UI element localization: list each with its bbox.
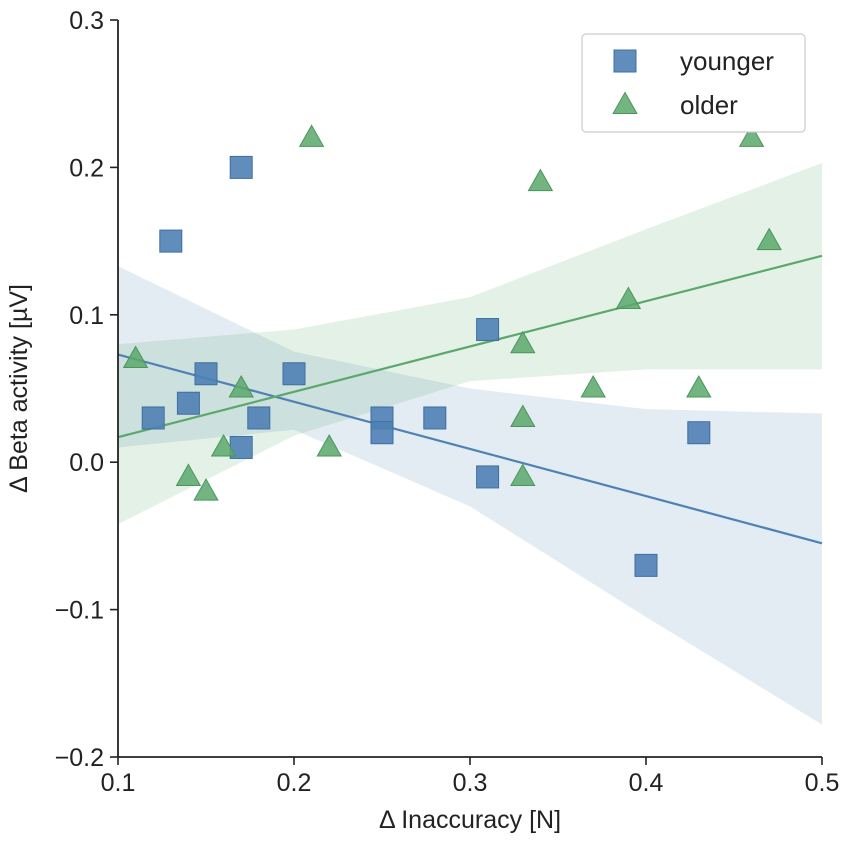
older-point [510, 463, 536, 486]
older-point [316, 433, 342, 457]
older-point [193, 478, 219, 501]
older-point [228, 374, 254, 398]
y-tick-label: −0.1 [55, 597, 104, 625]
younger-point [370, 421, 394, 445]
legend-younger-marker [613, 49, 637, 73]
y-tick-label: 0.2 [69, 154, 104, 182]
older-point [210, 433, 237, 457]
younger-point [194, 362, 218, 386]
legend: younger older [581, 33, 806, 133]
y-ticks: −0.2 −0.1 0.0 0.1 0.2 0.3 [55, 7, 118, 772]
older-point [122, 345, 149, 369]
younger-point [141, 406, 165, 430]
younger-point [159, 229, 183, 253]
older-point [527, 168, 554, 192]
younger-point [476, 318, 500, 342]
younger-point [229, 155, 253, 179]
younger-point [176, 391, 200, 415]
x-tick-label: 0.2 [277, 769, 312, 797]
y-tick-label: −0.2 [55, 744, 104, 772]
older-point [615, 286, 642, 310]
younger-point [247, 406, 271, 430]
legend-item-older: older [612, 90, 738, 120]
younger-point [634, 553, 658, 577]
older-point [686, 374, 712, 398]
younger-point [423, 406, 447, 430]
older-regression-line [117, 254, 823, 439]
legend-older-marker [612, 91, 638, 114]
axes: 0.1 0.2 0.3 0.4 0.5 −0.2 −0.1 0.0 0.1 0.2 0.3 [55, 7, 840, 797]
older-point [510, 404, 536, 427]
younger-point [282, 362, 306, 386]
older-confidence-band [118, 162, 822, 525]
legend-item-younger: younger [613, 46, 774, 76]
x-tick-label: 0.5 [805, 769, 840, 797]
x-ticks: 0.1 0.2 0.3 0.4 0.5 [101, 757, 840, 797]
x-tick-label: 0.3 [453, 769, 488, 797]
older-point [510, 330, 536, 354]
x-axis-label: Δ Inaccuracy [N] [379, 806, 561, 834]
older-point [298, 124, 325, 147]
data-points [122, 124, 782, 577]
legend-box [581, 33, 806, 133]
older-point [175, 463, 202, 486]
y-axis-label: Δ Beta activity [µV] [5, 284, 33, 493]
younger-point [687, 421, 711, 445]
legend-older-label: older [680, 90, 738, 120]
y-tick-label: 0.0 [69, 449, 104, 477]
older-point [738, 124, 765, 147]
x-tick-label: 0.1 [101, 769, 136, 797]
younger-point [476, 465, 500, 489]
x-tick-label: 0.4 [629, 769, 664, 797]
y-tick-label: 0.3 [69, 7, 104, 35]
legend-younger-label: younger [680, 46, 774, 76]
older-point [756, 227, 782, 251]
older-point [580, 374, 606, 398]
y-tick-label: 0.1 [69, 302, 104, 330]
